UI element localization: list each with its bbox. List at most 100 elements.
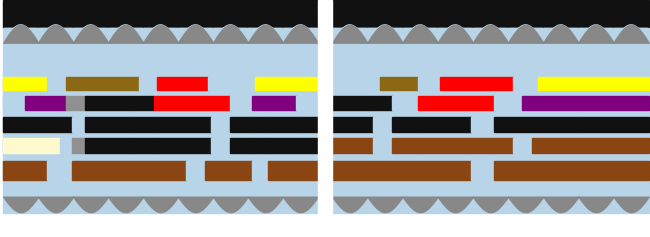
Bar bbox=[296, 117, 318, 132]
Bar bbox=[252, 96, 296, 110]
Bar bbox=[373, 161, 417, 180]
Bar bbox=[211, 138, 229, 153]
Bar bbox=[229, 138, 252, 153]
Bar bbox=[493, 161, 513, 180]
Bar bbox=[296, 96, 318, 110]
Bar bbox=[538, 77, 649, 90]
Bar bbox=[3, 96, 318, 110]
Bar bbox=[135, 161, 154, 180]
Bar bbox=[576, 96, 649, 110]
Bar bbox=[3, 28, 318, 213]
Bar bbox=[3, 77, 318, 90]
Bar bbox=[332, 77, 380, 90]
Bar bbox=[318, 0, 332, 237]
Bar bbox=[85, 96, 135, 110]
Bar bbox=[88, 77, 138, 90]
Bar bbox=[186, 161, 205, 180]
Bar bbox=[417, 161, 471, 180]
Bar bbox=[493, 117, 576, 132]
Bar bbox=[332, 96, 373, 110]
Bar bbox=[393, 117, 417, 132]
Bar bbox=[513, 77, 538, 90]
Bar bbox=[332, 161, 373, 180]
Bar bbox=[268, 138, 318, 153]
Bar bbox=[471, 161, 493, 180]
Bar bbox=[471, 117, 493, 132]
Bar bbox=[490, 77, 513, 90]
Bar bbox=[471, 138, 493, 153]
Bar bbox=[3, 117, 318, 132]
Bar bbox=[380, 77, 417, 90]
Bar bbox=[25, 117, 57, 132]
Bar bbox=[66, 77, 88, 90]
Bar bbox=[66, 96, 85, 110]
Bar bbox=[417, 138, 471, 153]
Bar bbox=[154, 161, 186, 180]
Bar bbox=[532, 138, 649, 153]
Bar bbox=[47, 161, 72, 180]
Bar bbox=[332, 28, 649, 213]
Bar bbox=[211, 117, 229, 132]
Bar bbox=[373, 138, 393, 153]
Bar bbox=[493, 96, 522, 110]
Bar bbox=[268, 161, 318, 180]
Bar bbox=[154, 96, 211, 110]
Bar bbox=[57, 117, 72, 132]
Bar bbox=[3, 161, 47, 180]
Bar bbox=[208, 77, 255, 90]
Bar bbox=[85, 117, 135, 132]
Bar bbox=[417, 77, 440, 90]
Bar bbox=[268, 117, 296, 132]
Bar bbox=[229, 96, 252, 110]
Bar bbox=[332, 0, 649, 28]
Bar bbox=[211, 96, 229, 110]
Bar bbox=[60, 138, 72, 153]
Bar bbox=[154, 138, 211, 153]
Bar bbox=[47, 77, 66, 90]
Bar bbox=[25, 96, 66, 110]
Bar bbox=[3, 0, 318, 28]
Bar bbox=[3, 161, 318, 180]
Bar bbox=[393, 96, 417, 110]
Bar bbox=[135, 96, 154, 110]
Bar bbox=[522, 96, 576, 110]
Bar bbox=[373, 96, 393, 110]
Bar bbox=[576, 161, 649, 180]
Bar bbox=[332, 96, 649, 110]
Bar bbox=[332, 161, 649, 180]
Bar bbox=[138, 77, 157, 90]
Bar bbox=[417, 96, 471, 110]
Bar bbox=[493, 138, 513, 153]
Bar bbox=[252, 138, 268, 153]
Bar bbox=[373, 117, 393, 132]
Bar bbox=[513, 138, 532, 153]
Bar bbox=[255, 77, 296, 90]
Bar bbox=[417, 117, 471, 132]
Bar bbox=[332, 117, 373, 132]
Bar bbox=[332, 117, 649, 132]
Bar bbox=[3, 138, 318, 153]
Bar bbox=[154, 117, 211, 132]
Bar bbox=[229, 117, 252, 132]
Bar bbox=[205, 161, 252, 180]
Bar bbox=[72, 117, 85, 132]
Bar bbox=[72, 138, 85, 153]
Bar bbox=[332, 138, 649, 153]
Bar bbox=[135, 117, 154, 132]
Bar bbox=[157, 77, 208, 90]
Bar bbox=[3, 96, 25, 110]
Bar bbox=[332, 138, 373, 153]
Bar bbox=[471, 96, 493, 110]
Bar bbox=[3, 138, 60, 153]
Bar bbox=[393, 138, 417, 153]
Bar bbox=[85, 138, 135, 153]
Bar bbox=[72, 161, 135, 180]
Bar bbox=[3, 77, 47, 90]
Bar bbox=[576, 117, 649, 132]
Bar bbox=[513, 161, 576, 180]
Bar bbox=[252, 161, 268, 180]
Bar bbox=[296, 77, 318, 90]
Bar bbox=[440, 77, 490, 90]
Bar bbox=[3, 117, 25, 132]
Bar bbox=[332, 77, 649, 90]
